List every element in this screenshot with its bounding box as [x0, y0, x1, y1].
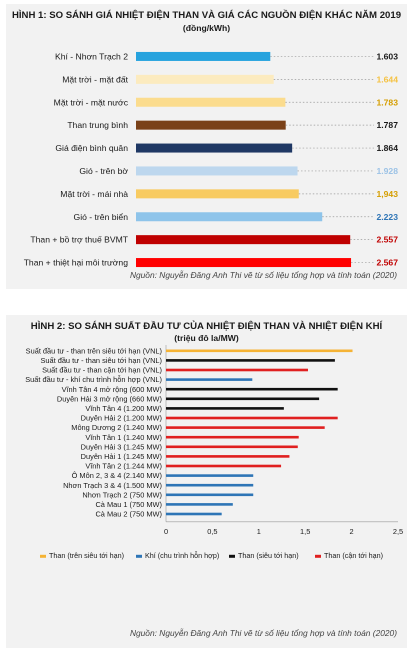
category-label: Suất đầu tư - khí chu trình hỗn hợp (VNL…: [25, 375, 162, 384]
value-label: 1.783: [376, 97, 398, 107]
category-label: Mông Dương 2 (1.240 MW): [71, 423, 162, 432]
value-label: 1,943: [376, 189, 398, 199]
bar: [166, 349, 353, 353]
figure-1-source: Nguồn: Nguyễn Đăng Anh Thi vẽ từ số liệu…: [129, 270, 397, 280]
category-label: Cà Mau 1 (750 MW): [95, 500, 162, 509]
x-tick-label: 0: [164, 527, 168, 536]
category-label: Duyên Hải 3 mở rộng (660 MW): [57, 394, 162, 403]
figure-1-unit: (đồng/kWh): [182, 23, 231, 33]
value-label: 1.644: [376, 74, 398, 84]
bar: [166, 397, 320, 401]
legend-label: Than (cận tới hạn): [324, 551, 383, 560]
bar: [136, 258, 352, 268]
legend-label: Khí (chu trình hỗn hợp): [145, 551, 219, 560]
bar: [166, 474, 254, 477]
category-label: Than trung bình: [67, 120, 128, 130]
category-label: Duyên Hải 3 (1.245 MW): [81, 442, 162, 451]
bar: [166, 493, 254, 497]
value-label: 2.567: [376, 258, 398, 268]
bar: [136, 74, 274, 84]
bar: [136, 235, 351, 245]
figure-2-source: Nguồn: Nguyễn Đăng Anh Thi vẽ từ số liệu…: [129, 628, 397, 638]
category-label: Vĩnh Tân 1 (1.240 MW): [85, 433, 162, 442]
bar: [166, 483, 254, 487]
value-label: 2.223: [376, 212, 398, 222]
bar: [136, 189, 299, 199]
category-label: Duyên Hải 2 (1.200 MW): [81, 414, 162, 423]
figure-2-chart: Suất đầu tư - than trên siêu tới hạn (VN…: [25, 345, 403, 560]
value-label: 1.787: [376, 120, 398, 130]
legend-label: Than (siêu tới hạn): [238, 551, 299, 560]
category-label: Nhơn Trạch 2 (750 MW): [82, 490, 162, 499]
category-label: Mặt trời - mặt nước: [54, 97, 129, 107]
category-label: Than + thiệt hại môi trường: [24, 258, 129, 268]
category-label: Suất đầu tư - than siêu tới hạn (VNL): [40, 356, 162, 365]
value-label: 1.603: [376, 51, 398, 61]
category-label: Ô Môn 2, 3 & 4 (2.140 MW): [72, 471, 162, 480]
bar: [166, 407, 284, 410]
x-tick-label: 1: [257, 527, 261, 536]
category-label: Nhơn Trạch 3 & 4 (1.500 MW): [63, 481, 162, 490]
figure-2-unit: (triệu đô la/MW): [174, 333, 239, 343]
bar: [136, 166, 298, 176]
bar: [136, 51, 271, 61]
bar: [166, 445, 298, 449]
bar: [166, 435, 299, 439]
category-label: Mặt trời - mặt đất: [62, 74, 128, 84]
bar: [166, 512, 222, 516]
value-label: 1.864: [376, 143, 398, 153]
category-label: Gió - trên bờ: [79, 166, 128, 176]
legend-label: Than (trên siêu tới hạn): [49, 551, 124, 560]
bar: [166, 368, 308, 372]
category-label: Cà Mau 2 (750 MW): [95, 510, 162, 519]
bar: [166, 387, 338, 391]
bar: [166, 359, 335, 362]
bar: [166, 455, 290, 458]
figure-2-title: HÌNH 2: SO SÁNH SUẤT ĐẦU TƯ CỦA NHIỆT ĐI…: [30, 321, 383, 332]
figure-2-panel: HÌNH 2: SO SÁNH SUẤT ĐẦU TƯ CỦA NHIỆT ĐI…: [6, 315, 407, 648]
figure-1-chart: Khí - Nhơn Trạch 2 1.603 Mặt trời - mặt đấ…: [24, 51, 399, 268]
category-label: Mặt trời - mái nhà: [60, 189, 128, 199]
value-label: 2.557: [376, 235, 398, 245]
bar: [136, 120, 286, 130]
bar: [136, 97, 286, 107]
x-tick-label: 2,5: [393, 527, 403, 536]
figure-1-panel: HÌNH 1: SO SÁNH GIÁ NHIỆT ĐIỆN THAN VÀ G…: [6, 4, 407, 289]
category-label: Suất đầu tư - than cận tới hạn (VNL): [42, 366, 162, 375]
x-tick-label: 1,5: [300, 527, 310, 536]
legend-swatch: [229, 554, 235, 558]
bar: [136, 143, 293, 153]
category-label: Suất đầu tư - than trên siêu tới hạn (VN…: [26, 346, 162, 355]
value-label: 1.928: [376, 166, 398, 176]
category-label: Gió - trên biển: [74, 212, 129, 222]
category-label: Vĩnh Tân 4 mở rộng (600 MW): [62, 385, 162, 394]
category-label: Vĩnh Tân 4 (1.200 MW): [85, 404, 162, 413]
bar: [136, 212, 323, 222]
bar: [166, 416, 338, 420]
figure-1-title: HÌNH 1: SO SÁNH GIÁ NHIỆT ĐIỆN THAN VÀ G…: [11, 10, 402, 21]
category-label: Giá điện bình quân: [55, 143, 128, 153]
category-label: Than + bồ trợ thuế BVMT: [30, 235, 128, 245]
category-label: Duyên Hải 1 (1.245 MW): [81, 452, 162, 461]
category-label: Vĩnh Tân 2 (1.244 MW): [85, 462, 162, 471]
x-tick-label: 0,5: [207, 527, 217, 536]
bar: [166, 464, 282, 468]
legend-swatch: [40, 554, 46, 558]
bar: [166, 503, 233, 506]
x-tick-label: 2: [350, 527, 354, 536]
legend-swatch: [136, 554, 142, 558]
bar: [166, 426, 325, 429]
legend-swatch: [315, 554, 321, 558]
bar: [166, 378, 253, 381]
category-label: Khí - Nhơn Trạch 2: [55, 51, 128, 61]
